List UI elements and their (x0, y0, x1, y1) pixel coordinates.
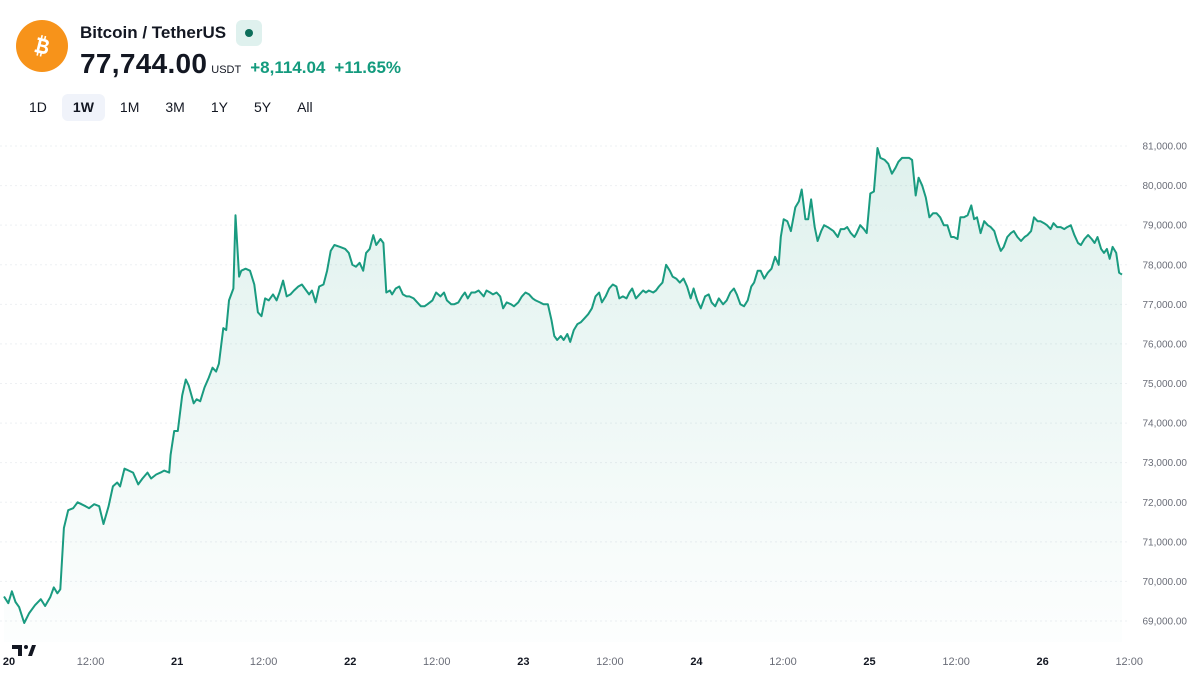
tab-5y[interactable]: 5Y (253, 99, 272, 115)
y-tick-label: 75,000.00 (1143, 379, 1188, 390)
timeframe-tabs: 1D 1W 1M 3M 1Y 5Y All (18, 94, 324, 121)
y-tick-label: 69,000.00 (1143, 617, 1188, 628)
y-tick-label: 71,000.00 (1143, 537, 1188, 548)
tab-1w[interactable]: 1W (61, 94, 105, 121)
symbol-name: Bitcoin / TetherUS (80, 23, 227, 42)
y-tick-label: 70,000.00 (1143, 577, 1188, 588)
price-change-absolute: +8,114.04 (250, 58, 326, 77)
time-axis: 20 12:00 21 12:00 22 12:00 23 12:00 24 12:00 25 12:… (3, 656, 1143, 668)
price-axis: 69,000.00 70,000.00 71,000.00 72,000.00 73,0… (1143, 142, 1188, 628)
y-tick-label: 73,000.00 (1143, 458, 1188, 469)
x-tick-label: 12:00 (77, 656, 105, 668)
x-tick-label: 12:00 (1115, 656, 1143, 668)
price-currency: USDT (211, 64, 242, 76)
market-open-dot-icon (245, 29, 254, 37)
x-tick-label: 23 (517, 656, 529, 668)
y-tick-label: 74,000.00 (1143, 419, 1188, 430)
y-tick-label: 78,000.00 (1143, 260, 1188, 271)
y-tick-label: 80,000.00 (1143, 181, 1188, 192)
market-status-badge[interactable] (236, 20, 263, 46)
y-tick-label: 76,000.00 (1143, 339, 1188, 350)
x-tick-label: 12:00 (769, 656, 797, 668)
x-tick-label: 26 (1037, 656, 1049, 668)
x-tick-label: 24 (690, 656, 703, 668)
y-tick-label: 77,000.00 (1143, 300, 1188, 311)
x-tick-label: 12:00 (942, 656, 970, 668)
price-change-percent: +11.65% (334, 58, 402, 77)
price-area-fill (4, 148, 1122, 642)
x-tick-label: 22 (344, 656, 356, 668)
x-tick-label: 12:00 (250, 656, 278, 668)
y-tick-label: 72,000.00 (1143, 498, 1188, 509)
tab-all[interactable]: All (297, 99, 313, 115)
tab-1m[interactable]: 1M (119, 99, 140, 115)
x-tick-label: 12:00 (423, 656, 451, 668)
x-tick-label: 12:00 (596, 656, 624, 668)
y-tick-label: 81,000.00 (1143, 142, 1188, 153)
tab-1y[interactable]: 1Y (210, 99, 228, 115)
price-line (3, 147, 1123, 624)
last-price: 77,744.00 (80, 48, 208, 79)
x-tick-label: 21 (171, 656, 183, 668)
tradingview-logo-icon[interactable] (12, 643, 36, 664)
tab-1d[interactable]: 1D (29, 99, 47, 115)
x-tick-label: 20 (3, 656, 15, 668)
y-tick-label: 79,000.00 (1143, 221, 1188, 232)
bitcoin-logo-icon (16, 20, 68, 72)
x-tick-label: 25 (863, 656, 875, 668)
tab-3m[interactable]: 3M (165, 99, 185, 115)
